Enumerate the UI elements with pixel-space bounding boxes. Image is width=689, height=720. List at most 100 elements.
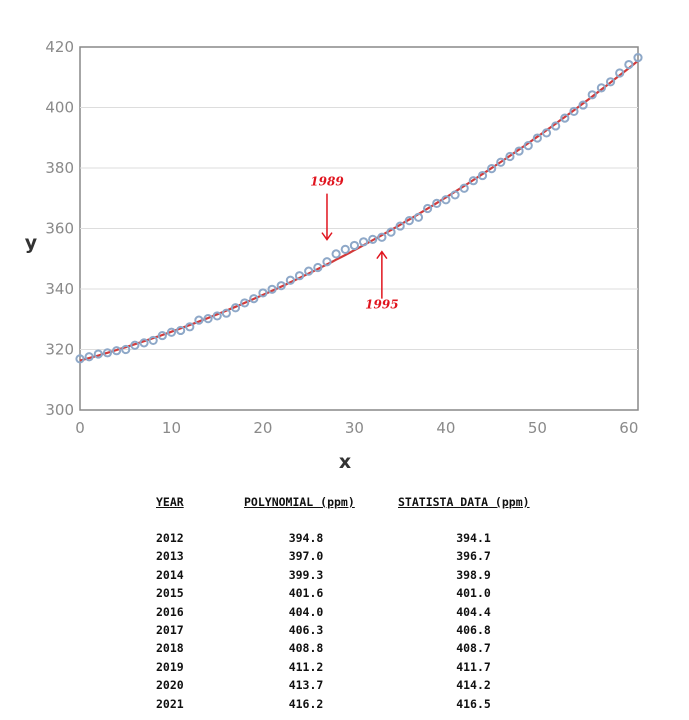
data-point xyxy=(249,294,259,304)
polynomial-cell: 413.7 xyxy=(288,678,324,693)
polynomial-cell: 411.2 xyxy=(288,659,324,674)
data-point xyxy=(541,128,552,138)
data-point xyxy=(578,100,588,110)
data-point xyxy=(413,212,424,222)
data-point xyxy=(93,349,103,359)
x-tick-label: 0 xyxy=(75,419,85,437)
year-cell: 2018 xyxy=(156,641,184,656)
polynomial-cell: 394.8 xyxy=(288,531,324,545)
year-cell: 2017 xyxy=(156,622,184,637)
data-point xyxy=(605,77,616,87)
data-point xyxy=(185,322,195,332)
data-point xyxy=(203,314,213,324)
comparison-table: YEAR POLYNOMIAL (ppm) STATISTA DATA (ppm… xyxy=(148,495,568,715)
x-tick-label: 60 xyxy=(619,419,638,437)
data-point xyxy=(423,203,433,214)
polynomial-cell: 397.0 xyxy=(288,549,324,564)
polynomial-cell: 399.3 xyxy=(288,567,324,582)
data-point xyxy=(569,106,579,117)
data-point xyxy=(496,157,506,167)
table-header-row: YEAR POLYNOMIAL (ppm) STATISTA DATA (ppm… xyxy=(148,495,568,517)
year-cell: 2016 xyxy=(156,604,184,619)
polynomial-fit-line xyxy=(79,59,639,362)
data-point xyxy=(258,288,268,298)
data-point xyxy=(386,227,396,237)
data-point xyxy=(358,237,369,247)
data-point xyxy=(313,262,323,273)
header-polynomial: POLYNOMIAL (ppm) xyxy=(244,495,355,509)
data-point xyxy=(349,240,360,251)
statista-cell: 406.8 xyxy=(456,622,491,637)
polynomial-cell: 406.3 xyxy=(288,622,324,637)
data-point xyxy=(395,221,405,231)
x-axis-label: x xyxy=(339,451,351,473)
grid-lines xyxy=(80,107,638,350)
data-point xyxy=(331,249,341,259)
data-point xyxy=(340,244,350,254)
data-point xyxy=(294,271,305,281)
data-point xyxy=(560,113,570,123)
data-point xyxy=(240,298,250,308)
data-points xyxy=(75,52,643,364)
table-row: 2018 408.8 408.7 xyxy=(148,641,568,659)
table-row: 2017 406.3 406.8 xyxy=(148,623,568,641)
table-row: 2021 416.2 416.5 xyxy=(148,697,568,715)
statista-cell: 416.5 xyxy=(456,696,491,711)
data-point xyxy=(477,170,488,181)
scatter-chart: 300 320 340 360 380 400 420 0 10 20 30 40 50 60 1989… xyxy=(25,38,643,473)
polynomial-cell: 401.6 xyxy=(288,586,324,601)
data-point xyxy=(166,327,177,337)
data-point xyxy=(130,340,140,350)
data-point xyxy=(404,216,414,226)
data-point xyxy=(148,335,158,346)
statista-cell: 408.7 xyxy=(456,641,491,656)
arrow-head xyxy=(321,232,333,241)
table-row: 2014 399.3 398.9 xyxy=(148,568,568,586)
data-point xyxy=(304,266,314,276)
polynomial-cell: 404.0 xyxy=(288,604,324,619)
data-point xyxy=(377,232,387,242)
data-point xyxy=(441,195,451,205)
data-point xyxy=(285,275,295,285)
y-tick-label: 420 xyxy=(45,38,74,56)
table-row: 2016 404.0 404.4 xyxy=(148,605,568,623)
polynomial-cell: 416.2 xyxy=(288,696,324,711)
x-tick-label: 50 xyxy=(528,419,547,437)
data-point xyxy=(276,281,286,291)
x-tick-label: 20 xyxy=(253,419,272,437)
data-point xyxy=(624,59,634,70)
data-point xyxy=(230,303,241,313)
x-tick-label: 10 xyxy=(162,419,181,437)
annotation-label: 1989 xyxy=(310,175,344,189)
data-point xyxy=(121,344,131,355)
year-cell: 2020 xyxy=(156,678,184,693)
data-point xyxy=(633,52,643,63)
arrow-head xyxy=(376,250,388,260)
data-point xyxy=(432,198,442,208)
header-statista: STATISTA DATA (ppm) xyxy=(398,495,530,509)
y-tick-label: 400 xyxy=(45,99,74,117)
table-body: 2012 394.8 394.1 2013 397.0 396.7 2014 399.3 398… xyxy=(148,531,568,715)
statista-cell: 404.4 xyxy=(456,604,491,619)
data-point xyxy=(111,346,122,356)
data-point xyxy=(459,183,469,193)
data-point xyxy=(587,90,597,100)
year-cell: 2012 xyxy=(156,531,184,545)
data-point xyxy=(84,352,94,362)
year-cell: 2015 xyxy=(156,586,184,601)
y-tick-label: 380 xyxy=(45,159,74,177)
data-point xyxy=(139,338,149,348)
year-cell: 2013 xyxy=(156,549,184,564)
y-axis-label: y xyxy=(25,232,38,254)
data-point xyxy=(468,176,478,186)
year-cell: 2019 xyxy=(156,659,184,674)
data-point xyxy=(102,348,113,358)
annotation-label: 1995 xyxy=(365,298,398,312)
x-tick-labels: 0 10 20 30 40 50 60 xyxy=(75,419,638,437)
data-point xyxy=(194,315,204,325)
y-tick-label: 320 xyxy=(45,341,74,359)
data-point xyxy=(532,133,542,143)
data-point xyxy=(615,68,625,78)
statista-cell: 396.7 xyxy=(456,549,491,564)
data-point xyxy=(368,234,378,244)
